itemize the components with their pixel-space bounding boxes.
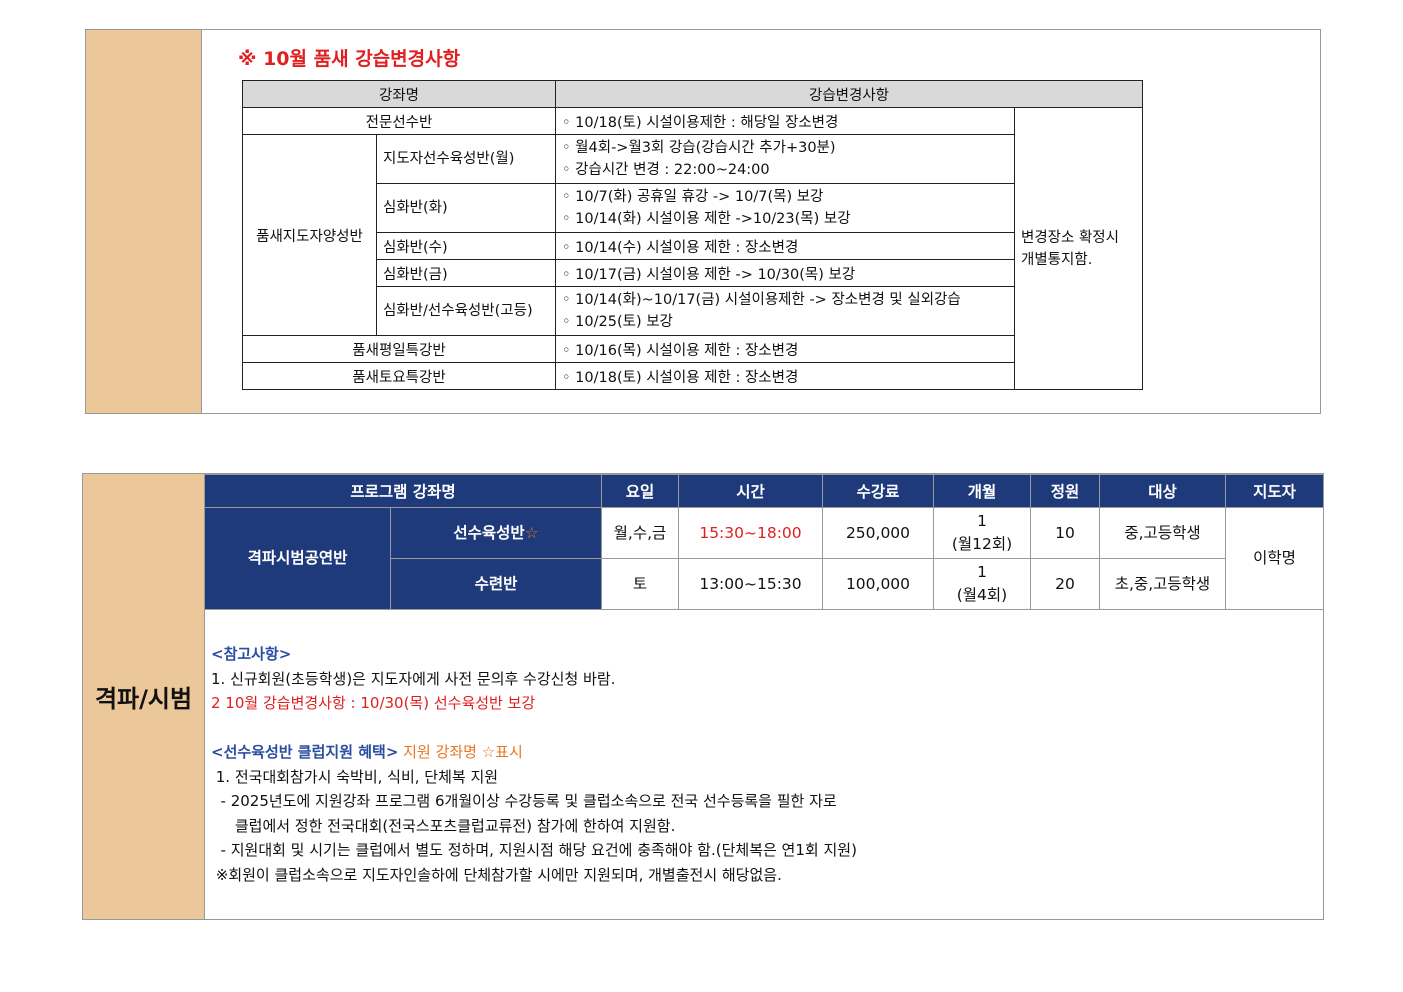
side-column [86, 30, 202, 413]
capacity: 10 [1030, 507, 1100, 559]
note-line-highlight: 2 10월 강습변경사항 : 10/30(목) 선수육성반 보강 [211, 694, 536, 712]
header-changes: 강습변경사항 [554, 80, 1144, 108]
months-value: 1 [977, 512, 987, 530]
table-row: 전문선수반 ◦ 10/18(토) 시설이용제한 : 해당일 장소변경 변경장소 확… [242, 107, 1144, 390]
program-table: 프로그램 강좌명 요일 시간 수강료 개월 정원 대상 지도자 격파시범공연반 … [204, 474, 1324, 610]
class-name-text: 선수육성반 [453, 523, 525, 542]
note-line: 1. 신규회원(초등학생)은 지도자에게 사전 문의후 수강신청 바람. [211, 669, 616, 688]
class-name: 심화반(화) [376, 183, 556, 233]
days: 월,수,금 [601, 507, 679, 559]
fee: 100,000 [822, 558, 934, 610]
change-line: ◦ 월4회->월3회 강습(강습시간 추가+30분) [562, 140, 836, 156]
header-time: 시간 [678, 474, 823, 508]
class-name: 지도자선수육성반(월) [376, 134, 556, 184]
target: 중,고등학생 [1099, 507, 1226, 559]
change-text: ◦ 10/7(화) 공휴일 휴강 -> 10/7(목) 보강 ◦ 10/14(화)… [555, 183, 1015, 233]
months-value: 1 [977, 563, 987, 581]
note-line: 1. 전국대회참가시 숙박비, 식비, 단체복 지원 [211, 767, 499, 786]
change-text: ◦ 10/16(목) 시설이용 제한 : 장소변경 [555, 335, 1015, 363]
side-label: 격파/시범 [94, 685, 193, 713]
breaking-demo-section: 격파/시범 프로그램 강좌명 요일 시간 수강료 개월 정원 대상 지도자 격파… [82, 473, 1324, 920]
table-row: 심화반(금) ◦ 10/17(금) 시설이용 제한 -> 10/30(목) 보강 [243, 259, 1143, 287]
table-header-row: 프로그램 강좌명 요일 시간 수강료 개월 정원 대상 지도자 [204, 474, 1324, 508]
header-days: 요일 [601, 474, 679, 508]
table-row: 품새지도자양성반 지도자선수육성반(월) ◦ 월4회->월3회 강습(강습시간 추가… [242, 134, 1143, 336]
table-row: 심화반/선수육성반(고등) ◦ 10/14(화)~10/17(금) 시설이용제한 … [243, 286, 1143, 336]
time: 15:30~18:00 [678, 507, 823, 559]
note-line: ※회원이 클럽소속으로 지도자인솔하에 단체참가할 시에만 지원되며, 개별출전… [211, 865, 782, 884]
change-text: ◦ 10/18(토) 시설이용 제한 : 장소변경 [555, 362, 1015, 390]
table-row: 품새평일특강반 ◦ 10/16(목) 시설이용 제한 : 장소변경 [242, 335, 1143, 363]
days: 토 [601, 558, 679, 610]
table-row: 심화반(화) ◦ 10/7(화) 공휴일 휴강 -> 10/7(목) 보강 ◦ 10… [243, 183, 1143, 233]
change-text: ◦ 월4회->월3회 강습(강습시간 추가+30분) ◦ 강습시간 변경 : 22… [555, 134, 1015, 184]
change-text: ◦ 10/17(금) 시설이용 제한 -> 10/30(목) 보강 [555, 259, 1015, 287]
table-row: 심화반(수) ◦ 10/14(수) 시설이용 제한 : 장소변경 [243, 232, 1143, 260]
change-line: ◦ 10/14(화)~10/17(금) 시설이용제한 -> 장소변경 및 실외강… [562, 292, 961, 308]
group-name: 품새지도자양성반 [242, 134, 377, 336]
class-name: 수련반 [390, 558, 602, 610]
target: 초,중,고등학생 [1099, 558, 1226, 610]
class-name: 전문선수반 [242, 107, 556, 135]
fee: 250,000 [822, 507, 934, 559]
change-line: ◦ 10/25(토) 보강 [562, 314, 673, 330]
class-name: 심화반/선수육성반(고등) [376, 286, 556, 336]
months: 1 (월4회) [933, 558, 1031, 610]
class-name: 품새토요특강반 [242, 362, 556, 390]
time: 13:00~15:30 [678, 558, 823, 610]
header-instructor: 지도자 [1225, 474, 1324, 508]
table-row: 격파시범공연반 선수육성반☆ 월,수,금 15:30~18:00 250,000… [204, 507, 1324, 610]
class-name: 심화반(수) [376, 232, 556, 260]
table-row: 품새토요특강반 ◦ 10/18(토) 시설이용 제한 : 장소변경 [242, 362, 1143, 390]
header-months: 개월 [933, 474, 1031, 508]
change-text: ◦ 10/14(화)~10/17(금) 시설이용제한 -> 장소변경 및 실외강… [555, 286, 1015, 336]
note-line: 변경장소 확정시 [1021, 229, 1119, 246]
months: 1 (월12회) [933, 507, 1031, 559]
header-program: 프로그램 강좌명 [204, 474, 602, 508]
capacity: 20 [1030, 558, 1100, 610]
instructor: 이학명 [1225, 507, 1324, 610]
class-name: 품새평일특강반 [242, 335, 556, 363]
notes-title: <참고사항> [211, 645, 292, 663]
change-line: ◦ 10/14(화) 시설이용 제한 ->10/23(목) 보강 [562, 211, 851, 227]
club-title: <선수육성반 클럽지원 혜택> [211, 743, 399, 761]
months-note: (월12회) [951, 535, 1013, 553]
table-header-row: 강좌명 강습변경사항 [242, 80, 1144, 108]
program-group: 격파시범공연반 [204, 507, 391, 610]
class-name: 선수육성반☆ [390, 507, 602, 559]
star-icon: ☆ [524, 523, 539, 542]
changes-table: 강좌명 강습변경사항 전문선수반 ◦ 10/18(토) 시설이용제한 : 해당일 장… [242, 80, 1144, 390]
table-row: 수련반 토 13:00~15:30 100,000 1 (월4회) 20 초,중,… [205, 558, 1324, 610]
october-changes-section: ※ 10월 품새 강습변경사항 강좌명 강습변경사항 전문선수반 ◦ 10/18(토… [85, 29, 1321, 414]
note-line: 클럽에서 정한 전국대회(전국스포츠클럽교류전) 참가에 한하여 지원함. [211, 816, 676, 835]
change-line: ◦ 강습시간 변경 : 22:00~24:00 [562, 162, 770, 178]
months-note: (월4회) [956, 586, 1008, 604]
header-class: 강좌명 [242, 80, 556, 108]
side-column [83, 474, 205, 919]
note-line: - 2025년도에 지원강좌 프로그램 6개월이상 수강등록 및 클럽소속으로 … [211, 792, 837, 810]
change-line: ◦ 10/7(화) 공휴일 휴강 -> 10/7(목) 보강 [562, 189, 824, 205]
club-title-extra: 지원 강좌명 ☆표시 [398, 743, 523, 761]
note-line: - 지원대회 및 시기는 클럽에서 별도 정하며, 지원시점 해당 요건에 충족… [211, 841, 857, 859]
notes: <참고사항> 1. 신규회원(초등학생)은 지도자에게 사전 문의후 수강신청 바… [211, 642, 857, 887]
section-title: ※ 10월 품새 강습변경사항 [238, 48, 461, 70]
change-text: ◦ 10/18(토) 시설이용제한 : 해당일 장소변경 [555, 107, 1015, 135]
header-target: 대상 [1099, 474, 1226, 508]
change-text: ◦ 10/14(수) 시설이용 제한 : 장소변경 [555, 232, 1015, 260]
class-name: 심화반(금) [376, 259, 556, 287]
header-capacity: 정원 [1030, 474, 1100, 508]
header-fee: 수강료 [822, 474, 934, 508]
note-line: 개별통지함. [1021, 251, 1093, 268]
